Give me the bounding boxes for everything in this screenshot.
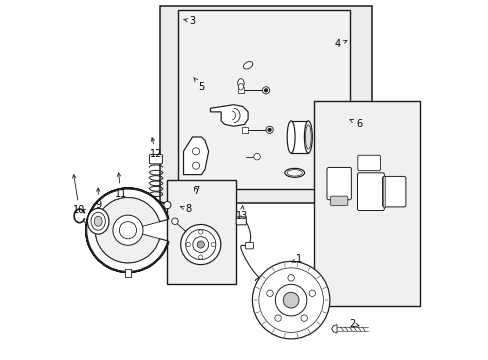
FancyBboxPatch shape — [326, 167, 351, 200]
Text: 6: 6 — [349, 120, 362, 129]
Bar — [314, 101, 419, 306]
Text: 11: 11 — [114, 173, 127, 199]
Bar — [238, 87, 244, 93]
Text: 13: 13 — [235, 205, 247, 221]
Wedge shape — [95, 198, 159, 263]
Bar — [167, 180, 235, 284]
Text: 4: 4 — [334, 40, 346, 49]
Wedge shape — [85, 188, 168, 273]
Circle shape — [258, 268, 323, 332]
Circle shape — [185, 229, 215, 260]
Circle shape — [197, 241, 204, 248]
Circle shape — [192, 162, 199, 169]
Bar — [290, 121, 308, 153]
Circle shape — [275, 284, 306, 316]
Circle shape — [265, 126, 273, 134]
Ellipse shape — [243, 62, 252, 69]
FancyBboxPatch shape — [357, 155, 380, 171]
Ellipse shape — [304, 121, 312, 153]
Bar — [241, 127, 247, 133]
Circle shape — [266, 290, 273, 297]
Text: 7: 7 — [193, 186, 199, 196]
Circle shape — [171, 218, 178, 225]
Circle shape — [287, 275, 294, 281]
Ellipse shape — [286, 170, 302, 176]
Circle shape — [180, 225, 221, 265]
Polygon shape — [210, 105, 247, 126]
Circle shape — [283, 292, 298, 308]
Bar — [383, 176, 384, 207]
Ellipse shape — [237, 79, 244, 87]
Bar — [178, 10, 349, 189]
Ellipse shape — [305, 125, 310, 149]
FancyBboxPatch shape — [382, 176, 405, 207]
Circle shape — [262, 87, 269, 94]
Circle shape — [308, 290, 315, 297]
Bar — [125, 269, 131, 277]
Text: 2: 2 — [348, 319, 358, 329]
Ellipse shape — [285, 168, 304, 177]
Ellipse shape — [91, 212, 105, 230]
Bar — [160, 6, 371, 203]
Polygon shape — [183, 137, 208, 175]
Circle shape — [252, 261, 329, 339]
Circle shape — [211, 242, 215, 247]
FancyBboxPatch shape — [149, 154, 162, 164]
Text: 12: 12 — [149, 138, 162, 159]
Wedge shape — [86, 189, 167, 271]
FancyBboxPatch shape — [236, 217, 246, 225]
Circle shape — [300, 315, 307, 321]
Text: 8: 8 — [180, 204, 192, 215]
Circle shape — [253, 153, 260, 160]
Ellipse shape — [94, 216, 102, 226]
Circle shape — [185, 242, 190, 247]
Text: 3: 3 — [183, 17, 195, 27]
Text: 9: 9 — [95, 188, 101, 210]
Circle shape — [119, 222, 136, 239]
Circle shape — [163, 202, 171, 209]
Ellipse shape — [238, 84, 243, 90]
Circle shape — [198, 230, 203, 234]
FancyBboxPatch shape — [357, 173, 384, 211]
FancyBboxPatch shape — [330, 196, 347, 206]
Circle shape — [192, 148, 199, 155]
Circle shape — [267, 128, 271, 132]
Circle shape — [192, 237, 208, 252]
Circle shape — [274, 315, 281, 321]
Text: 10: 10 — [72, 175, 85, 216]
Circle shape — [264, 89, 267, 92]
Ellipse shape — [87, 208, 109, 234]
Circle shape — [113, 215, 142, 245]
Polygon shape — [331, 324, 336, 333]
FancyBboxPatch shape — [245, 242, 253, 249]
Ellipse shape — [286, 121, 294, 153]
Text: 1: 1 — [291, 254, 302, 264]
Circle shape — [198, 255, 203, 259]
Text: 5: 5 — [193, 78, 204, 92]
